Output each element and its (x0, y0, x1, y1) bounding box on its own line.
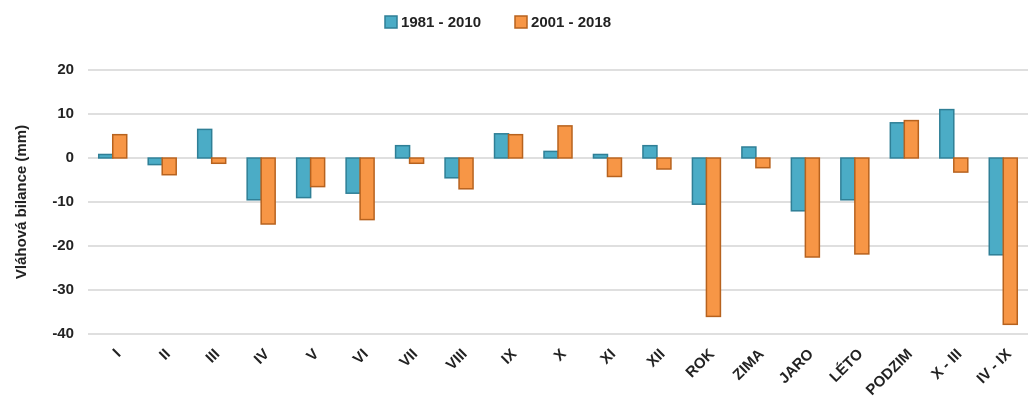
bar (309, 157, 326, 188)
y-tick-label: -30 (52, 281, 74, 298)
bar (444, 157, 460, 179)
bar (161, 157, 177, 176)
y-tick-label: -20 (52, 237, 74, 254)
x-tick-label: LÉTO (826, 345, 866, 385)
x-tick-label: X - III (928, 346, 965, 383)
x-tick-label: X (551, 346, 570, 365)
legend-label: 2001 - 2018 (531, 14, 611, 31)
bar (210, 157, 227, 165)
y-tick-label: 0 (66, 149, 74, 166)
bar (543, 150, 559, 159)
bar (260, 157, 276, 225)
bar (642, 144, 658, 159)
bar (592, 153, 609, 159)
x-tick-label: IX (498, 346, 520, 368)
x-tick-label: I (109, 346, 124, 361)
x-tick-label: XI (597, 346, 619, 368)
x-tick-label: JARO (776, 345, 818, 387)
x-tick-label: ROK (682, 346, 718, 382)
bar (606, 157, 623, 178)
bar (988, 157, 1005, 256)
y-tick-label: -40 (52, 325, 74, 342)
bar (705, 157, 722, 318)
bar (557, 125, 573, 159)
bar (953, 157, 969, 173)
bar (507, 133, 524, 159)
bar (804, 157, 821, 258)
bar (790, 157, 807, 212)
bar (755, 157, 771, 169)
x-tick-label: VIII (443, 346, 471, 374)
bar (97, 153, 114, 159)
bar (903, 119, 920, 159)
bar (458, 157, 474, 190)
y-axis-label: Vláhová bilance (mm) (13, 125, 30, 279)
bar (889, 122, 906, 159)
x-tick-label: III (202, 346, 223, 367)
bar (741, 146, 757, 159)
bar (691, 157, 708, 205)
bar (359, 157, 375, 221)
x-tick-label: V (303, 346, 322, 365)
legend-swatch (514, 15, 528, 29)
legend-label: 1981 - 2010 (401, 14, 481, 31)
x-tick-label: PODZIM (863, 346, 916, 399)
bar (840, 157, 856, 201)
bar (295, 157, 312, 199)
x-tick-label: XII (644, 346, 669, 371)
y-tick-label: 20 (57, 61, 74, 78)
bar (408, 157, 425, 165)
x-tick-label: ZIMA (730, 346, 768, 384)
bar (246, 157, 262, 201)
bar (147, 157, 163, 166)
x-tick-label: VII (396, 346, 421, 371)
bar (394, 144, 411, 159)
bar (345, 157, 361, 194)
y-tick-label: 10 (57, 105, 74, 122)
bar (1002, 157, 1019, 326)
y-tick-label: -10 (52, 193, 74, 210)
bar (854, 157, 870, 255)
legend-swatch (384, 15, 398, 29)
x-tick-label: IV - IX (973, 346, 1014, 387)
x-tick-label: IV (251, 346, 273, 368)
x-tick-label: VI (350, 346, 372, 368)
bar (656, 157, 672, 170)
bar (111, 133, 128, 159)
x-tick-label: II (156, 346, 174, 364)
bar (196, 128, 213, 159)
bar (939, 108, 955, 159)
bar (493, 133, 510, 159)
